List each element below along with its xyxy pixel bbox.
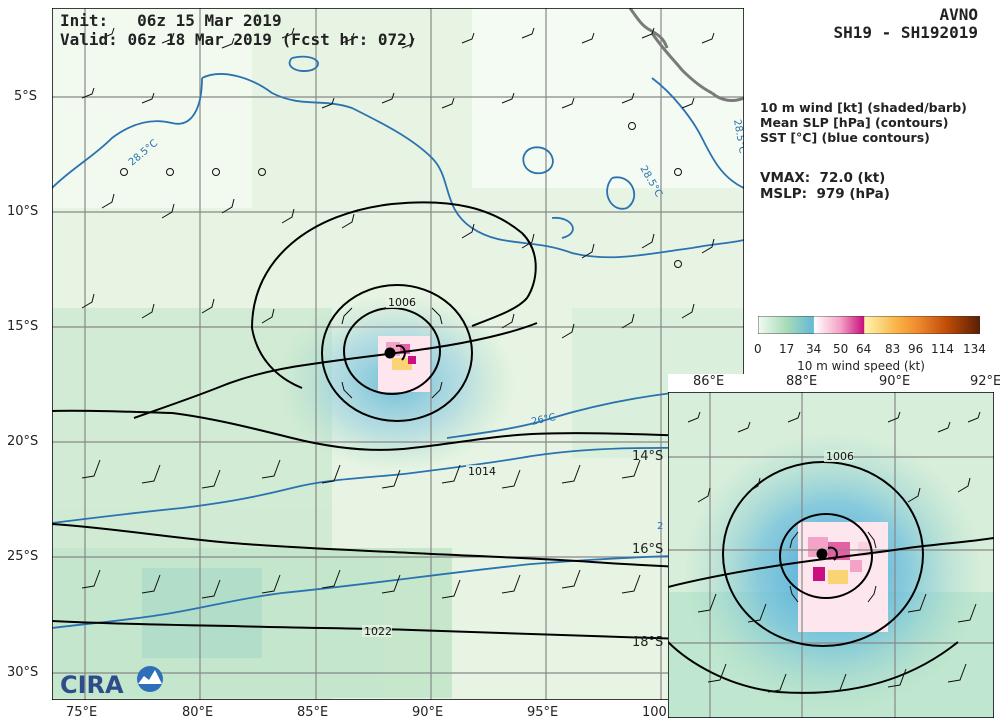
colorbar-tick: 50 — [833, 342, 849, 356]
lon-tick-label: 100 — [642, 705, 667, 720]
storm-id: SH19 - SH192019 — [833, 23, 979, 42]
sst-label: 26°C — [530, 412, 556, 428]
storm-center-marker — [384, 344, 406, 361]
lat-tick-label: 10°S — [7, 204, 39, 219]
inset-lon-tick-label: 86°E — [693, 374, 725, 389]
inset-lat-tick-label: 16°S — [632, 542, 664, 557]
cira-logo-text: CIRA — [60, 671, 124, 699]
storm-core-shading — [378, 336, 430, 392]
slp-labels: 1006 1014 1022 — [362, 296, 496, 638]
vmax-line: VMAX: 72.0 (kt) — [760, 170, 886, 186]
colorbar-title: 10 m wind speed (kt) — [797, 359, 925, 373]
wind-barbs — [81, 27, 715, 599]
lon-tick-label: 85°E — [297, 705, 329, 720]
valid-line: Valid: 06z 18 Mar 2019 (Fcst hr: 072) — [60, 30, 417, 49]
mslp-line: MSLP: 979 (hPa) — [760, 186, 890, 202]
init-line: Init: 06z 15 Mar 2019 — [60, 11, 282, 30]
inset-storm-center-marker — [816, 546, 838, 561]
inset-label-band — [668, 374, 1000, 394]
lat-tick-label: 5°S — [14, 89, 38, 104]
main-map[interactable]: 1006 1014 1022 28.5°C 28.5°C 28.5°C 26°C… — [52, 8, 744, 700]
cira-logo: CIRA — [60, 666, 163, 699]
inset-lon-tick-label: 90°E — [879, 374, 911, 389]
lon-tick-label: 90°E — [412, 705, 444, 720]
wind-colorbar — [758, 316, 980, 334]
slp-contours — [52, 201, 744, 642]
colorbar-tick: 134 — [963, 342, 986, 356]
colorbar-tick: 17 — [779, 342, 795, 356]
legend-line-wind: 10 m wind [kt] (shaded/barb) — [760, 100, 967, 115]
lat-tick-label: 25°S — [7, 549, 39, 564]
lon-tick-label: 80°E — [182, 705, 214, 720]
slp-label-1006: 1006 — [826, 450, 854, 463]
inset-lon-tick-label: 88°E — [786, 374, 818, 389]
colorbar-tick: 64 — [856, 342, 872, 356]
inset-lat-tick-label: 18°S — [632, 635, 664, 650]
inset-slp-labels: 1006 — [824, 450, 854, 463]
legend-text: 10 m wind [kt] (shaded/barb) Mean SLP [h… — [760, 100, 967, 145]
slp-label-1006: 1006 — [388, 296, 416, 309]
inset-wind-barbs — [687, 411, 981, 693]
lat-tick-label: 15°S — [7, 319, 39, 334]
inset-storm-core — [798, 522, 888, 632]
colorbar-tick: 114 — [931, 342, 954, 356]
model-name: AVNO — [939, 5, 978, 24]
gridlines — [52, 8, 744, 700]
inset-lat-tick-label: 14°S — [632, 449, 664, 464]
inset-lon-tick-label: 92°E — [970, 374, 1000, 389]
legend-line-slp: Mean SLP [hPa] (contours) — [760, 115, 949, 130]
slp-label-1014: 1014 — [468, 465, 496, 478]
sst-label: 2 — [657, 521, 663, 532]
legend-line-sst: SST [°C] (blue contours) — [760, 130, 930, 145]
colorbar-tick: 96 — [908, 342, 924, 356]
colorbar-tick: 83 — [885, 342, 901, 356]
slp-label-1022: 1022 — [364, 625, 392, 638]
calm-markers — [120, 122, 682, 268]
colorbar-tick: 0 — [754, 342, 762, 356]
lat-tick-label: 30°S — [7, 665, 39, 680]
inset-map[interactable]: 1006 — [668, 392, 994, 718]
inset-slp-contours — [668, 461, 994, 694]
coastline — [628, 8, 744, 102]
colorbar-tick: 34 — [806, 342, 822, 356]
lat-tick-label: 20°S — [7, 434, 39, 449]
lon-tick-label: 75°E — [66, 705, 98, 720]
lon-tick-label: 95°E — [527, 705, 559, 720]
